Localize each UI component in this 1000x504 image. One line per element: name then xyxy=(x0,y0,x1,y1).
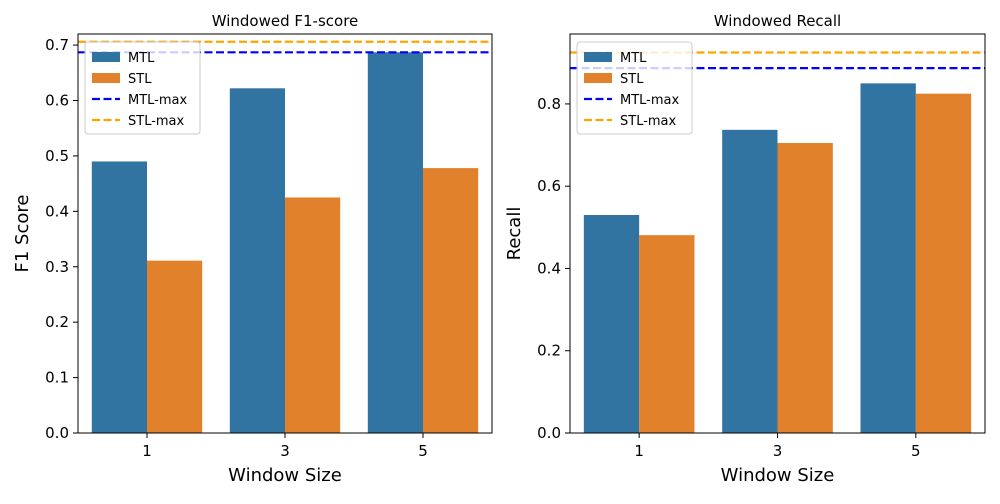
y-tick-label: 0.2 xyxy=(45,313,69,331)
legend-box xyxy=(576,41,693,135)
y-tick-label: 0.1 xyxy=(45,369,69,387)
legend: MTL STL MTL-max STL-max xyxy=(576,41,693,135)
y-tick-label: 0.4 xyxy=(537,259,561,277)
bar-stl-1 xyxy=(147,260,203,433)
chart-panel-1: 0.0 0.1 0.2 0.3 0.4 0.5 0.6 0.7 1 3 5 Windowed F1-s… xyxy=(12,12,493,486)
chart-title: Windowed F1-score xyxy=(212,12,359,30)
chart-panel-2: 0.0 0.2 0.4 0.6 0.8 1 3 5 Windowed Recall Window … xyxy=(504,12,986,486)
bar-stl-3 xyxy=(777,143,833,433)
y-tick-label: 0.2 xyxy=(537,342,561,360)
y-tick-label: 0.5 xyxy=(45,147,69,165)
x-axis-label: Window Size xyxy=(721,465,835,486)
legend-box xyxy=(84,41,201,135)
legend-label: MTL-max xyxy=(620,93,679,108)
y-tick-label: 0.7 xyxy=(45,36,69,54)
y-tick-label: 0.0 xyxy=(537,424,561,442)
x-tick-label: 1 xyxy=(634,442,644,460)
legend-label: MTL-max xyxy=(128,93,187,108)
bar-mtl-3 xyxy=(722,129,778,433)
bar-stl-1 xyxy=(639,235,695,433)
legend-label: MTL xyxy=(620,51,647,66)
x-tick-label: 5 xyxy=(418,442,428,460)
bar-mtl-5 xyxy=(860,83,916,434)
bar-stl-3 xyxy=(285,197,341,433)
legend-label: STL xyxy=(128,72,152,87)
legend-label: STL-max xyxy=(620,114,677,129)
chart-title: Windowed Recall xyxy=(714,12,841,30)
legend-label: MTL xyxy=(128,51,155,66)
legend-swatch-stl xyxy=(584,73,612,83)
x-tick-label: 3 xyxy=(773,442,783,460)
legend: MTL STL MTL-max STL-max xyxy=(84,41,201,135)
y-tick-label: 0.0 xyxy=(45,424,69,442)
bar-stl-5 xyxy=(423,168,479,434)
y-tick-label: 0.3 xyxy=(45,258,69,276)
y-tick-label: 0.8 xyxy=(537,95,561,113)
bar-mtl-3 xyxy=(229,88,285,433)
x-tick-label: 1 xyxy=(142,442,152,460)
y-tick-label: 0.6 xyxy=(45,92,69,110)
legend-swatch-mtl xyxy=(92,52,120,62)
y-axis-label: Recall xyxy=(504,207,525,261)
x-tick-label: 5 xyxy=(911,442,921,460)
legend-label: STL-max xyxy=(128,114,185,129)
bar-stl-5 xyxy=(915,93,972,433)
y-tick-label: 0.4 xyxy=(45,202,69,220)
x-axis-label: Window Size xyxy=(228,465,342,486)
legend-swatch-stl xyxy=(92,73,120,83)
bar-mtl-5 xyxy=(367,52,423,433)
bar-mtl-1 xyxy=(583,214,640,433)
bar-mtl-1 xyxy=(91,161,147,433)
x-tick-label: 3 xyxy=(280,442,290,460)
y-tick-label: 0.6 xyxy=(537,177,561,195)
y-axis-label: F1 Score xyxy=(12,195,33,273)
legend-swatch-mtl xyxy=(584,52,612,62)
legend-label: STL xyxy=(620,72,644,87)
